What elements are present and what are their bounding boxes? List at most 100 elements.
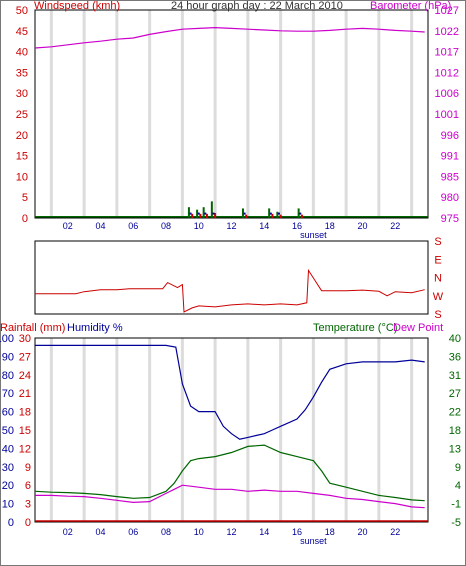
x-tick-label: 04 — [95, 221, 105, 231]
temperature-tick-label: 13 — [449, 443, 461, 455]
y-tick-label-right: 1001 — [435, 109, 459, 121]
temperature-tick-label: 36 — [449, 351, 461, 363]
y-tick-label-left: 20 — [16, 130, 28, 142]
temperature-line — [34, 444, 425, 502]
avg-wind-mark — [299, 212, 302, 215]
avg-wind-mark — [189, 212, 192, 215]
compass-label: E — [434, 254, 441, 266]
y-tick-label-left: 30 — [16, 88, 28, 100]
humidity-tick-label: 50 — [2, 425, 14, 437]
rainfall-tick-label: 27 — [19, 351, 31, 363]
y-tick-label-right: 1006 — [435, 88, 459, 100]
humidity-line — [35, 344, 425, 440]
y-tick-label-right: 975 — [441, 213, 459, 225]
humidity-tick-label: 10 — [2, 499, 14, 511]
x-tick-label: 12 — [226, 221, 236, 231]
humidity-tick-label: 100 — [0, 333, 14, 345]
y-tick-label-left: 15 — [16, 151, 28, 163]
y-tick-label-right: 980 — [441, 192, 459, 204]
temperature-tick-label: 40 — [449, 333, 461, 345]
rainfall-tick-label: 21 — [19, 388, 31, 400]
rainfall-tick-label: 6 — [25, 480, 31, 492]
x-tick-label: 16 — [292, 221, 302, 231]
y-tick-label-left: 45 — [16, 26, 28, 38]
humidity-tick-label: 70 — [2, 388, 14, 400]
x-tick-label: 14 — [259, 527, 269, 537]
x-tick-label: 08 — [161, 221, 171, 231]
temperature-tick-label: 9 — [455, 462, 461, 474]
temperature-tick-label: 4 — [455, 480, 461, 492]
rainfall-tick-label: 0 — [25, 517, 31, 529]
rainfall-axis-label: Rainfall (mm) — [0, 322, 65, 334]
humidity-axis-label: Humidity % — [67, 322, 123, 334]
y-tick-label-left: 25 — [16, 109, 28, 121]
avg-wind-mark — [277, 212, 280, 215]
left-axis-label: Windspeed (kmh) — [34, 0, 120, 12]
x-tick-label: 14 — [259, 221, 269, 231]
y-tick-label-left: 50 — [16, 5, 28, 17]
chart-title: 24 hour graph day : 22 March 2010 — [171, 0, 343, 12]
x-tick-label: 04 — [95, 527, 105, 537]
rainfall-tick-label: 15 — [19, 425, 31, 437]
x-tick-label: 18 — [325, 527, 335, 537]
avg-wind-mark — [212, 212, 215, 215]
y-tick-label-right: 985 — [441, 171, 459, 183]
x-tick-label: 02 — [63, 527, 73, 537]
wind-direction-line — [35, 268, 425, 313]
rainfall-tick-label: 3 — [25, 499, 31, 511]
x-tick-label: 06 — [128, 527, 138, 537]
temperature-tick-label: -1 — [451, 499, 461, 511]
direction-plot-frame — [34, 240, 429, 315]
x-tick-label: 06 — [128, 221, 138, 231]
x-tick-label: 20 — [357, 221, 367, 231]
rainfall-tick-label: 30 — [19, 333, 31, 345]
dewpoint-axis-label: Dew Point — [393, 322, 443, 334]
barometer-line — [34, 26, 425, 49]
humidity-tick-label: 80 — [2, 370, 14, 382]
avg-wind-mark — [197, 212, 200, 215]
rainfall-tick-label: 12 — [19, 443, 31, 455]
x-tick-label: 22 — [390, 527, 400, 537]
compass-label: N — [434, 273, 442, 285]
x-tick-label: 20 — [357, 527, 367, 537]
avg-wind-mark — [243, 212, 246, 215]
temperature-tick-label: 22 — [449, 407, 461, 419]
compass-label: S — [434, 309, 441, 321]
rainfall-tick-label: 9 — [25, 462, 31, 474]
humidity-tick-label: 60 — [2, 407, 14, 419]
y-tick-label-right: 1017 — [435, 47, 459, 59]
y-tick-label-left: 0 — [22, 213, 28, 225]
y-tick-label-right: 991 — [441, 151, 459, 163]
y-tick-label-left: 5 — [22, 192, 28, 204]
x-tick-label: 10 — [194, 527, 204, 537]
y-tick-label-right: 996 — [441, 130, 459, 142]
sunset-label: sunset — [300, 230, 327, 240]
humidity-tick-label: 30 — [2, 462, 14, 474]
plot-area-frame — [34, 9, 429, 219]
y-tick-label-left: 35 — [16, 67, 28, 79]
temperature-tick-label: 27 — [449, 388, 461, 400]
temperature-tick-label: 18 — [449, 425, 461, 437]
rainfall-tick-label: 18 — [19, 407, 31, 419]
plot-area-frame — [34, 337, 429, 523]
x-tick-label: 12 — [226, 527, 236, 537]
right-axis-label: Barometer (hPa) — [370, 0, 451, 12]
y-tick-label-left: 10 — [16, 171, 28, 183]
temperature-tick-label: 31 — [449, 370, 461, 382]
sunset-label: sunset — [300, 536, 327, 546]
y-tick-label-right: 1022 — [435, 26, 459, 38]
x-tick-label: 22 — [390, 221, 400, 231]
rainfall-tick-label: 24 — [19, 370, 31, 382]
humidity-tick-label: 20 — [2, 480, 14, 492]
compass-label: W — [433, 291, 444, 303]
humidity-tick-label: 40 — [2, 443, 14, 455]
y-tick-label-left: 40 — [16, 47, 28, 59]
dewpoint-line — [35, 484, 425, 509]
x-tick-label: 08 — [161, 527, 171, 537]
humidity-tick-label: 0 — [8, 517, 14, 529]
y-tick-label-right: 1027 — [435, 5, 459, 17]
x-tick-label: 16 — [292, 527, 302, 537]
x-tick-label: 10 — [194, 221, 204, 231]
temperature-tick-label: -5 — [451, 517, 461, 529]
